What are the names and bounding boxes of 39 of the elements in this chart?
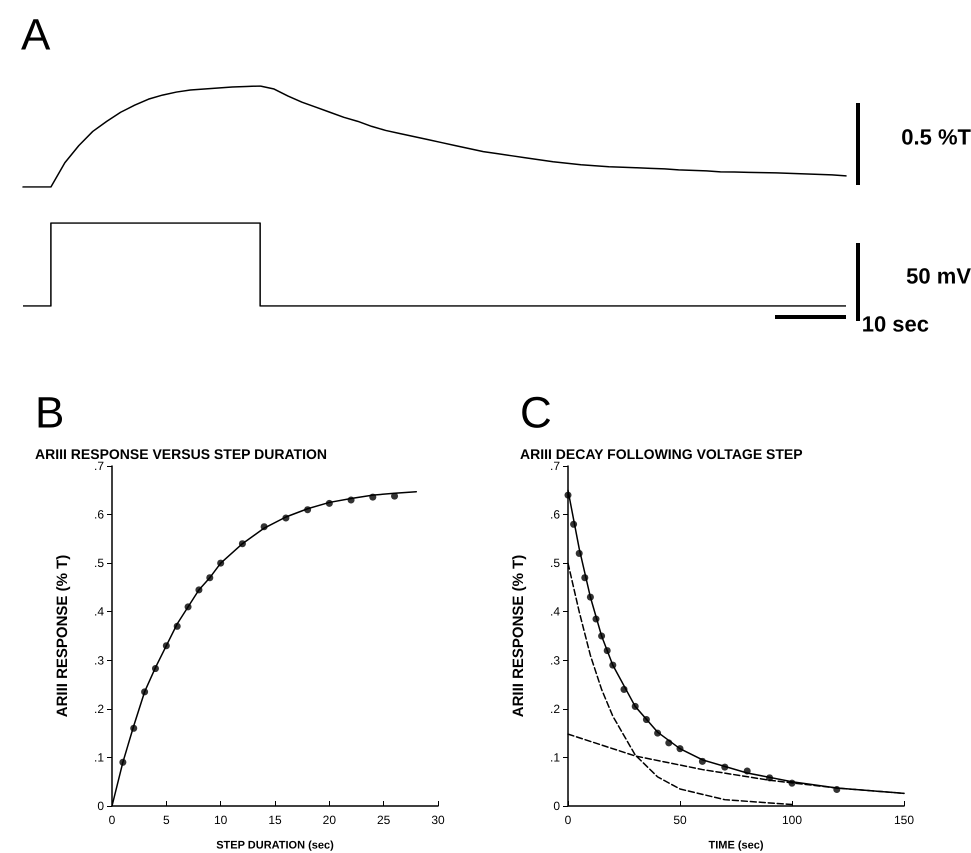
chart-subtitle: ARIII RESPONSE VERSUS STEP DURATION <box>35 446 327 462</box>
chart-title: C <box>520 388 552 438</box>
x-tick-label: 15 <box>268 813 282 827</box>
y-tick-label: .4 <box>94 604 104 619</box>
x-tick-label: 25 <box>376 813 391 827</box>
x-axis-title: STEP DURATION (sec) <box>216 840 334 852</box>
y-tick-label: .6 <box>550 508 560 522</box>
chart-subtitle: ARIII DECAY FOLLOWING VOLTAGE STEP <box>520 446 803 462</box>
y-tick-label: .4 <box>550 604 560 619</box>
chart-title: A <box>21 10 51 60</box>
x-tick-label: 100 <box>782 813 802 827</box>
y-tick-label: .7 <box>550 459 560 473</box>
text: 10 sec <box>862 312 930 336</box>
y-tick-label: .5 <box>94 556 104 570</box>
y-tick-label: .1 <box>550 750 560 764</box>
y-tick-label: .2 <box>94 702 104 716</box>
text: 50 mV <box>906 264 971 288</box>
y-axis-title: ARIII RESPONSE (% T) <box>54 554 71 718</box>
y-tick-label: .2 <box>550 702 560 716</box>
x-tick-label: 10 <box>214 813 228 827</box>
x-axis-title: TIME (sec) <box>708 840 764 852</box>
chart-title: B <box>35 388 64 438</box>
x-tick-label: 20 <box>322 813 336 827</box>
x-tick-label: 5 <box>162 813 170 827</box>
y-tick-label: .3 <box>94 653 104 668</box>
x-tick-label: 50 <box>673 813 687 827</box>
x-tick-label: 0 <box>108 813 116 827</box>
x-tick-label: 150 <box>894 813 914 827</box>
y-tick-label: 0 <box>97 799 104 813</box>
text: 0.5 %T <box>901 124 971 150</box>
y-tick-label: .5 <box>550 556 560 570</box>
y-tick-label: .6 <box>94 508 104 522</box>
x-tick-label: 0 <box>564 813 572 827</box>
y-axis-title: ARIII RESPONSE (% T) <box>510 554 527 718</box>
y-tick-label: .1 <box>94 750 104 764</box>
y-tick-label: .7 <box>94 459 104 473</box>
y-tick-label: 0 <box>553 799 560 813</box>
x-tick-label: 30 <box>431 813 445 827</box>
y-tick-label: .3 <box>550 653 560 668</box>
